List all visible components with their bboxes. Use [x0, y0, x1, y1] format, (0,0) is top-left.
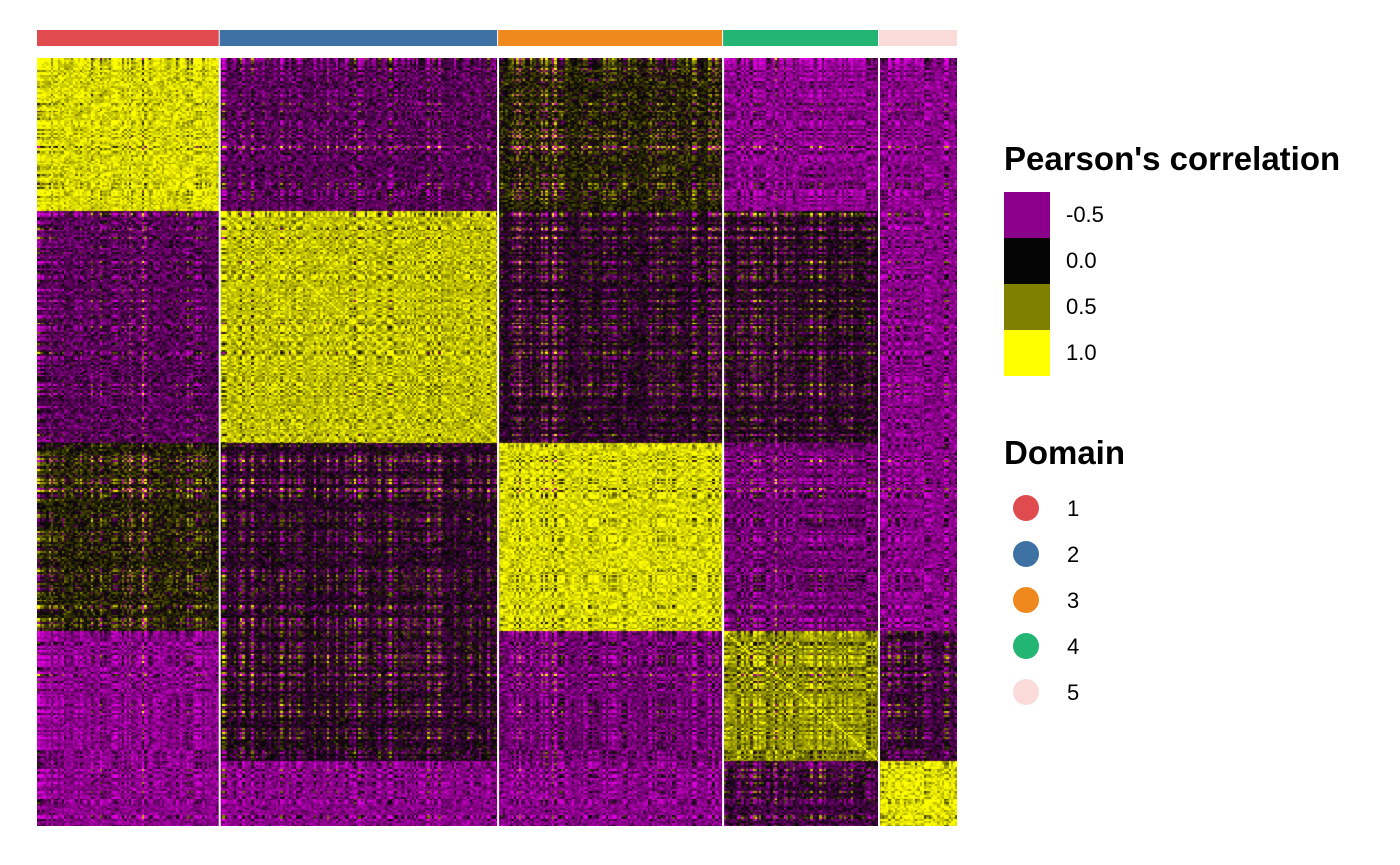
color-legend-item: 0.0	[1004, 238, 1204, 284]
domain-legend-label: 3	[1067, 588, 1080, 613]
domain-dot-icon	[1013, 633, 1039, 659]
domain-dot-icon	[1013, 679, 1039, 705]
domain-legend-item: 1	[1004, 488, 1154, 528]
color-legend-label: 0.0	[1066, 248, 1097, 273]
domain-annotation-bar-3	[498, 30, 724, 46]
domain-legend-label: 1	[1067, 496, 1080, 521]
color-swatch	[1004, 330, 1050, 376]
domain-legend-item: 2	[1004, 534, 1154, 574]
domain-dot-icon	[1013, 541, 1039, 567]
color-legend-label: 1.0	[1066, 340, 1097, 365]
domain-legend-item: 5	[1004, 672, 1154, 712]
color-swatch	[1004, 192, 1050, 238]
domain-legend-label: 5	[1067, 680, 1080, 705]
domain-annotation-bar-4	[723, 30, 879, 46]
color-swatch	[1004, 238, 1050, 284]
color-legend-item: 1.0	[1004, 330, 1204, 376]
color-legend-title: Pearson's correlation	[1004, 140, 1341, 177]
domain-legend-item: 4	[1004, 626, 1154, 666]
color-legend-item: -0.5	[1004, 192, 1204, 238]
color-swatch	[1004, 284, 1050, 330]
color-legend-label: 0.5	[1066, 294, 1097, 319]
domain-annotation-bar-1	[37, 30, 220, 46]
color-legend-item: 0.5	[1004, 284, 1204, 330]
domain-dot-icon	[1013, 587, 1039, 613]
heatmap-cells	[37, 58, 957, 826]
domain-dot-icon	[1013, 495, 1039, 521]
color-legend-label: -0.5	[1066, 202, 1104, 227]
domain-legend-label: 2	[1067, 542, 1080, 567]
domain-legend-title: Domain	[1004, 434, 1126, 471]
domain-legend-item: 3	[1004, 580, 1154, 620]
domain-annotation-bar-5	[879, 30, 957, 46]
domain-annotation-bar-2	[219, 30, 499, 46]
domain-legend-label: 4	[1067, 634, 1080, 659]
